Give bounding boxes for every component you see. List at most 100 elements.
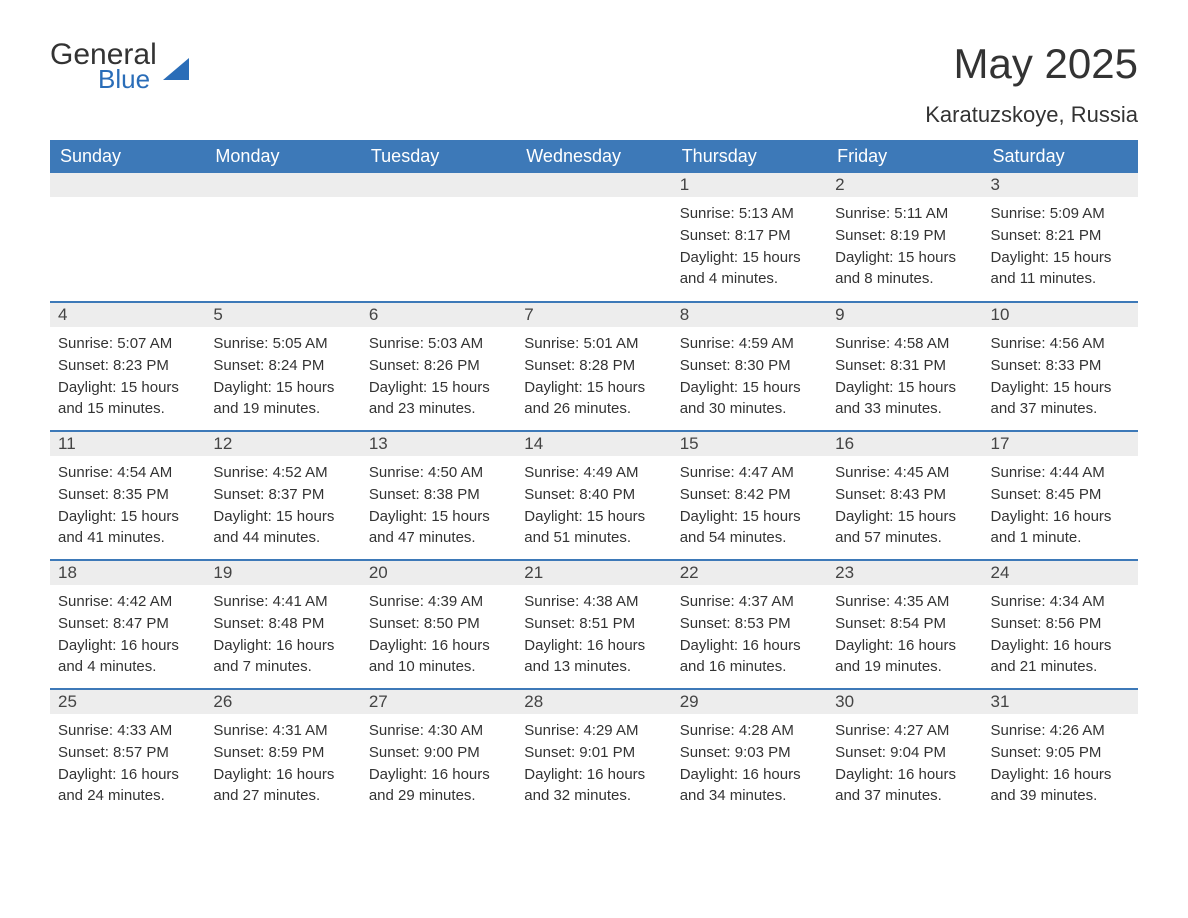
day-details: Sunrise: 4:35 AMSunset: 8:54 PMDaylight:… <box>827 585 982 688</box>
calendar-day: 15Sunrise: 4:47 AMSunset: 8:42 PMDayligh… <box>672 432 827 559</box>
sunset-text: Sunset: 8:42 PM <box>680 484 819 506</box>
sunset-text: Sunset: 8:53 PM <box>680 613 819 635</box>
day-number: 25 <box>50 690 205 714</box>
sunrise-text: Sunrise: 4:54 AM <box>58 462 197 484</box>
sunset-text: Sunset: 8:35 PM <box>58 484 197 506</box>
calendar-day: 28Sunrise: 4:29 AMSunset: 9:01 PMDayligh… <box>516 690 671 817</box>
daylight-text: Daylight: 16 hours and 7 minutes. <box>213 635 352 679</box>
day-number: 16 <box>827 432 982 456</box>
day-details: Sunrise: 5:07 AMSunset: 8:23 PMDaylight:… <box>50 327 205 430</box>
day-number: 9 <box>827 303 982 327</box>
calendar-day: 8Sunrise: 4:59 AMSunset: 8:30 PMDaylight… <box>672 303 827 430</box>
day-details: Sunrise: 4:52 AMSunset: 8:37 PMDaylight:… <box>205 456 360 559</box>
sunrise-text: Sunrise: 4:45 AM <box>835 462 974 484</box>
calendar-day <box>516 173 671 301</box>
sunset-text: Sunset: 8:56 PM <box>991 613 1130 635</box>
sunset-text: Sunset: 8:45 PM <box>991 484 1130 506</box>
weekday-header-row: SundayMondayTuesdayWednesdayThursdayFrid… <box>50 140 1138 173</box>
daylight-text: Daylight: 16 hours and 24 minutes. <box>58 764 197 808</box>
calendar-day <box>205 173 360 301</box>
day-number: 4 <box>50 303 205 327</box>
daylight-text: Daylight: 15 hours and 30 minutes. <box>680 377 819 421</box>
day-number: 5 <box>205 303 360 327</box>
calendar-day: 9Sunrise: 4:58 AMSunset: 8:31 PMDaylight… <box>827 303 982 430</box>
day-number: 19 <box>205 561 360 585</box>
daylight-text: Daylight: 15 hours and 8 minutes. <box>835 247 974 291</box>
sunrise-text: Sunrise: 4:41 AM <box>213 591 352 613</box>
weekday-header: Monday <box>205 140 360 173</box>
sunrise-text: Sunrise: 4:47 AM <box>680 462 819 484</box>
weekday-header: Tuesday <box>361 140 516 173</box>
calendar-day: 6Sunrise: 5:03 AMSunset: 8:26 PMDaylight… <box>361 303 516 430</box>
day-details: Sunrise: 4:58 AMSunset: 8:31 PMDaylight:… <box>827 327 982 430</box>
day-details: Sunrise: 5:03 AMSunset: 8:26 PMDaylight:… <box>361 327 516 430</box>
day-number: 23 <box>827 561 982 585</box>
day-number: 21 <box>516 561 671 585</box>
day-number: 20 <box>361 561 516 585</box>
daylight-text: Daylight: 16 hours and 13 minutes. <box>524 635 663 679</box>
day-number: 17 <box>983 432 1138 456</box>
day-details: Sunrise: 4:29 AMSunset: 9:01 PMDaylight:… <box>516 714 671 817</box>
day-number: 12 <box>205 432 360 456</box>
header: General Blue May 2025 Karatuzskoye, Russ… <box>50 40 1138 128</box>
calendar-day: 11Sunrise: 4:54 AMSunset: 8:35 PMDayligh… <box>50 432 205 559</box>
daylight-text: Daylight: 15 hours and 37 minutes. <box>991 377 1130 421</box>
day-number <box>361 173 516 197</box>
day-details: Sunrise: 4:49 AMSunset: 8:40 PMDaylight:… <box>516 456 671 559</box>
calendar-day: 1Sunrise: 5:13 AMSunset: 8:17 PMDaylight… <box>672 173 827 301</box>
day-number: 22 <box>672 561 827 585</box>
calendar: SundayMondayTuesdayWednesdayThursdayFrid… <box>50 140 1138 817</box>
sunrise-text: Sunrise: 4:49 AM <box>524 462 663 484</box>
day-number: 6 <box>361 303 516 327</box>
day-details: Sunrise: 4:56 AMSunset: 8:33 PMDaylight:… <box>983 327 1138 430</box>
calendar-day: 24Sunrise: 4:34 AMSunset: 8:56 PMDayligh… <box>983 561 1138 688</box>
sunset-text: Sunset: 8:21 PM <box>991 225 1130 247</box>
daylight-text: Daylight: 15 hours and 15 minutes. <box>58 377 197 421</box>
sunset-text: Sunset: 9:00 PM <box>369 742 508 764</box>
day-details: Sunrise: 5:11 AMSunset: 8:19 PMDaylight:… <box>827 197 982 300</box>
sunrise-text: Sunrise: 4:37 AM <box>680 591 819 613</box>
sunset-text: Sunset: 8:28 PM <box>524 355 663 377</box>
sunset-text: Sunset: 8:40 PM <box>524 484 663 506</box>
sunset-text: Sunset: 8:57 PM <box>58 742 197 764</box>
logo: General Blue <box>50 40 189 92</box>
daylight-text: Daylight: 15 hours and 41 minutes. <box>58 506 197 550</box>
sunrise-text: Sunrise: 4:39 AM <box>369 591 508 613</box>
calendar-week: 25Sunrise: 4:33 AMSunset: 8:57 PMDayligh… <box>50 688 1138 817</box>
calendar-day: 14Sunrise: 4:49 AMSunset: 8:40 PMDayligh… <box>516 432 671 559</box>
month-title: May 2025 <box>925 40 1138 88</box>
sunrise-text: Sunrise: 5:01 AM <box>524 333 663 355</box>
sunrise-text: Sunrise: 4:27 AM <box>835 720 974 742</box>
weekday-header: Thursday <box>672 140 827 173</box>
calendar-day: 13Sunrise: 4:50 AMSunset: 8:38 PMDayligh… <box>361 432 516 559</box>
sunset-text: Sunset: 8:31 PM <box>835 355 974 377</box>
sunset-text: Sunset: 8:26 PM <box>369 355 508 377</box>
day-number: 30 <box>827 690 982 714</box>
daylight-text: Daylight: 15 hours and 51 minutes. <box>524 506 663 550</box>
weekday-header: Friday <box>827 140 982 173</box>
day-number: 14 <box>516 432 671 456</box>
sunset-text: Sunset: 8:59 PM <box>213 742 352 764</box>
sunset-text: Sunset: 9:01 PM <box>524 742 663 764</box>
day-number: 27 <box>361 690 516 714</box>
day-details: Sunrise: 5:05 AMSunset: 8:24 PMDaylight:… <box>205 327 360 430</box>
sunset-text: Sunset: 8:30 PM <box>680 355 819 377</box>
calendar-day <box>361 173 516 301</box>
day-details: Sunrise: 4:45 AMSunset: 8:43 PMDaylight:… <box>827 456 982 559</box>
calendar-day: 5Sunrise: 5:05 AMSunset: 8:24 PMDaylight… <box>205 303 360 430</box>
location-label: Karatuzskoye, Russia <box>925 102 1138 128</box>
weeks-container: 1Sunrise: 5:13 AMSunset: 8:17 PMDaylight… <box>50 173 1138 817</box>
day-details: Sunrise: 4:38 AMSunset: 8:51 PMDaylight:… <box>516 585 671 688</box>
sunrise-text: Sunrise: 5:13 AM <box>680 203 819 225</box>
day-number <box>50 173 205 197</box>
calendar-day: 26Sunrise: 4:31 AMSunset: 8:59 PMDayligh… <box>205 690 360 817</box>
day-details: Sunrise: 5:09 AMSunset: 8:21 PMDaylight:… <box>983 197 1138 300</box>
sunrise-text: Sunrise: 5:09 AM <box>991 203 1130 225</box>
sunset-text: Sunset: 8:50 PM <box>369 613 508 635</box>
sunrise-text: Sunrise: 5:07 AM <box>58 333 197 355</box>
day-details: Sunrise: 4:34 AMSunset: 8:56 PMDaylight:… <box>983 585 1138 688</box>
calendar-day: 27Sunrise: 4:30 AMSunset: 9:00 PMDayligh… <box>361 690 516 817</box>
sunset-text: Sunset: 8:23 PM <box>58 355 197 377</box>
daylight-text: Daylight: 15 hours and 33 minutes. <box>835 377 974 421</box>
logo-text: General Blue <box>50 40 157 92</box>
